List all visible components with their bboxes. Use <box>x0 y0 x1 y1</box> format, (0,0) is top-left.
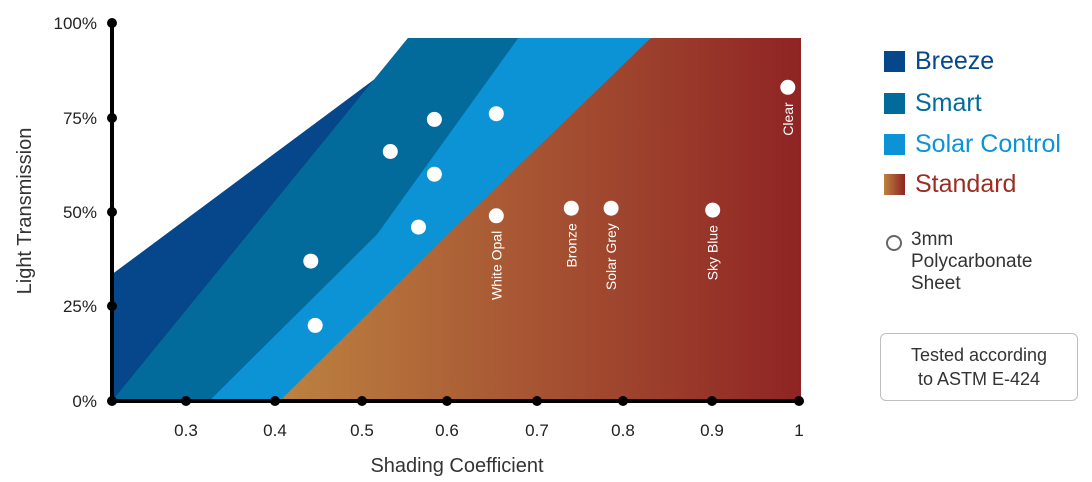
legend-swatch-breeze <box>884 50 905 72</box>
y-tick-dot <box>107 396 117 406</box>
x-tick-label: 0.6 <box>435 421 459 440</box>
legend-item-breeze: Breeze <box>884 47 994 75</box>
x-tick-dot <box>442 396 452 406</box>
data-point <box>382 144 398 159</box>
x-tick-dot <box>618 396 628 406</box>
x-tick-label: 0.7 <box>525 421 549 440</box>
legend-swatch-smart <box>884 92 905 114</box>
data-point <box>488 208 504 224</box>
point-label: White Opal <box>488 231 504 300</box>
legend-label-solar-control: Solar Control <box>915 130 1061 158</box>
legend-swatch-standard <box>884 173 905 195</box>
y-tick-dot <box>107 301 117 311</box>
legend-swatch-solar-control <box>884 133 905 155</box>
point-label: Clear <box>780 102 796 136</box>
data-point <box>705 202 721 218</box>
data-point <box>303 253 319 269</box>
y-tick-label: 25% <box>63 297 97 316</box>
labels-layer: White Opal Bronze Solar Grey Sky Blue Clear <box>488 102 796 300</box>
x-tick-dot <box>532 396 542 406</box>
y-tick-dot <box>107 18 117 28</box>
x-tick-dot <box>794 396 804 406</box>
legend-item-smart: Smart <box>884 89 982 117</box>
data-point <box>411 219 426 235</box>
point-label: Sky Blue <box>705 225 721 280</box>
data-point <box>780 79 796 95</box>
y-tick-dot <box>107 207 117 217</box>
x-tick-dot <box>707 396 717 406</box>
legend-label-standard: Standard <box>915 170 1017 198</box>
data-point <box>603 200 619 216</box>
y-tick-label: 0% <box>72 392 97 411</box>
x-tick-dot <box>181 396 191 406</box>
points-layer <box>303 79 796 333</box>
point-label: Bronze <box>563 223 579 268</box>
y-tick-label: 100% <box>54 14 97 33</box>
sample-note: 3mm Polycarbonate Sheet <box>886 229 1092 295</box>
legend-item-standard: Standard <box>884 170 1016 198</box>
point-label: Solar Grey <box>603 223 619 290</box>
legend-item-solar-control: Solar Control <box>884 130 1061 158</box>
x-tick-label: 1 <box>794 421 803 440</box>
y-tick-label: 50% <box>63 203 97 222</box>
x-axis-title: Shading Coefficient <box>370 455 544 477</box>
y-tick-label: 75% <box>63 109 97 128</box>
hollow-circle-icon <box>886 235 902 251</box>
sample-note-text: 3mm Polycarbonate Sheet <box>911 229 1033 294</box>
data-point <box>426 111 442 127</box>
region-standard <box>279 38 801 401</box>
regions-layer <box>112 38 801 401</box>
data-point <box>563 200 579 216</box>
x-tick-label: 0.8 <box>611 421 635 440</box>
x-tick-label: 0.4 <box>263 421 287 440</box>
data-point <box>488 106 504 122</box>
legend-label-breeze: Breeze <box>915 47 995 75</box>
x-tick-label: 0.3 <box>174 421 198 440</box>
tested-note-text: Tested according to ASTM E-424 <box>910 345 1048 389</box>
x-tick-label: 0.9 <box>700 421 724 440</box>
axes-layer: 0% 25% 50% 75% 100% 0.3 0.4 0.5 0.6 0.7 0.8 0.9 1 <box>54 14 804 440</box>
x-tick-dot <box>270 396 280 406</box>
x-tick-label: 0.5 <box>350 421 374 440</box>
y-axis-title: Light Transmission <box>14 128 36 295</box>
data-point <box>426 166 442 182</box>
y-tick-dot <box>107 113 117 123</box>
legend-label-smart: Smart <box>915 89 982 117</box>
x-tick-dot <box>357 396 367 406</box>
data-point <box>307 317 323 333</box>
tested-note-box: Tested according to ASTM E-424 <box>880 333 1078 401</box>
